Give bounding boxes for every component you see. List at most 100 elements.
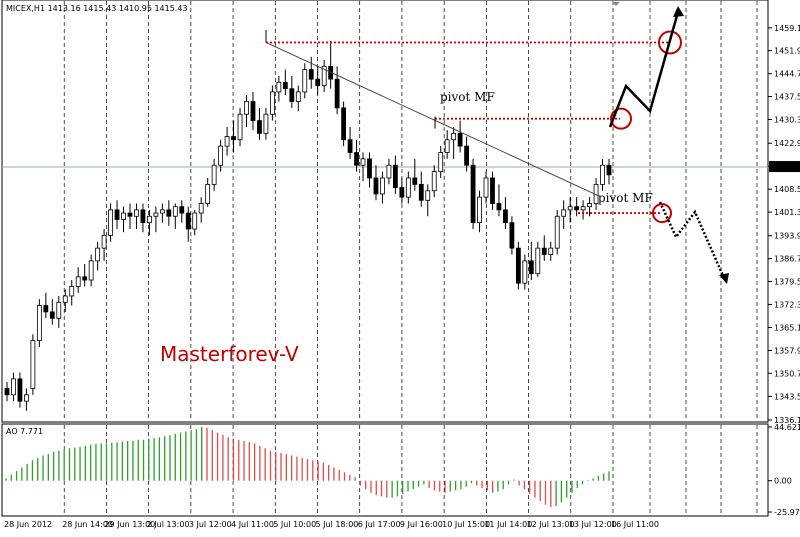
y-tick-label: 1365.10 [774, 324, 800, 333]
candle [172, 206, 178, 217]
candle [386, 164, 392, 179]
y-tick-label: 1336.10 [774, 416, 800, 425]
candle [108, 209, 113, 236]
x-tick-label: 11 Jul 14:00 [484, 520, 532, 529]
target-circle-lower [652, 203, 672, 224]
x-tick-label: 5 Jul 18:00 [316, 520, 359, 529]
target-circle-top [658, 30, 682, 55]
scenario-down-path [658, 201, 726, 279]
x-tick-label: 29 Jun 13:00 [104, 520, 155, 529]
candle [347, 139, 353, 153]
x-tick-label: 3 Jul 12:00 [189, 520, 232, 529]
candle [315, 78, 321, 86]
candle [43, 305, 49, 313]
candle [198, 203, 204, 214]
top-marker-icon [612, 2, 620, 6]
candle [380, 177, 385, 195]
candle [56, 301, 62, 319]
x-tick-label: 16 Jul 11:00 [611, 520, 659, 529]
candle [535, 247, 541, 275]
candle [159, 209, 165, 214]
candle [405, 177, 411, 198]
candle [341, 107, 347, 141]
candle [95, 247, 101, 262]
y-tick-label: 1357.90 [774, 346, 800, 355]
candle [69, 286, 75, 297]
x-tick-label: 28 Jun 2012 [4, 520, 52, 529]
candle [237, 113, 243, 141]
candle [561, 209, 567, 217]
candle [88, 260, 94, 281]
ao-y-tick-label: -25.977 [774, 508, 800, 517]
scenario-up-path [608, 11, 680, 128]
candle [17, 378, 23, 402]
y-tick-label: 1393.90 [774, 232, 800, 241]
candle [205, 183, 211, 204]
candle [224, 136, 230, 147]
candle [580, 206, 586, 211]
y-tick-label: 1451.95 [774, 47, 800, 56]
candle [231, 136, 236, 141]
candle [418, 183, 424, 201]
candle [496, 203, 502, 211]
candle [431, 171, 437, 192]
candle [75, 276, 81, 287]
candle [470, 164, 476, 224]
y-tick-label: 1379.55 [774, 277, 800, 286]
candle [600, 164, 605, 185]
candle [541, 247, 547, 255]
candle [114, 209, 120, 220]
y-tick-label: 1437.55 [774, 93, 800, 102]
y-tick-label: 1386.70 [774, 255, 800, 264]
candle [289, 88, 295, 102]
candle [276, 81, 282, 93]
y-tick-label: 1401.30 [774, 208, 800, 217]
scenario-up-arrowhead [673, 6, 684, 17]
candle [528, 260, 534, 275]
candle [185, 212, 191, 230]
candle [140, 209, 146, 224]
y-tick-label: 1415.65 [774, 162, 800, 171]
candle [24, 394, 29, 402]
candle [269, 91, 275, 115]
x-tick-label: 9 Jul 16:00 [400, 520, 443, 529]
candle [134, 209, 139, 217]
candle [211, 164, 217, 185]
candle [127, 212, 133, 217]
x-tick-label: 13 Jul 12:00 [569, 520, 617, 529]
candle [522, 260, 528, 284]
x-tick-label: 5 Jul 10:00 [273, 520, 316, 529]
candle [153, 212, 159, 217]
candle [62, 295, 68, 303]
candle [490, 177, 495, 204]
candle [574, 206, 580, 211]
chart-header: MICEX,H1 1413.16 1415.43 1410.95 1415.43 [6, 4, 188, 13]
candle [302, 69, 308, 93]
candle [4, 388, 10, 396]
candle [334, 78, 340, 109]
candle [392, 164, 398, 188]
candle [354, 152, 359, 166]
candle [399, 187, 405, 198]
candle [373, 177, 379, 195]
candle [457, 132, 463, 147]
y-tick-label: 1459.10 [774, 24, 800, 33]
candle [11, 378, 16, 396]
ao-y-tick-label: 0.00 [774, 477, 792, 486]
current-price-label: 1415.43 [772, 163, 800, 172]
candle [606, 164, 612, 176]
x-tick-label: 10 Jul 15:00 [442, 520, 490, 529]
candle [483, 177, 489, 198]
candle [509, 222, 515, 249]
candle [49, 311, 55, 319]
y-tick-label: 1430.35 [774, 115, 800, 124]
candle [192, 212, 198, 230]
candle [464, 145, 469, 166]
x-tick-label: 12 Jul 13:00 [527, 520, 575, 529]
candle [244, 101, 249, 115]
candle [257, 120, 262, 134]
candle [166, 209, 172, 217]
candle [263, 113, 269, 134]
